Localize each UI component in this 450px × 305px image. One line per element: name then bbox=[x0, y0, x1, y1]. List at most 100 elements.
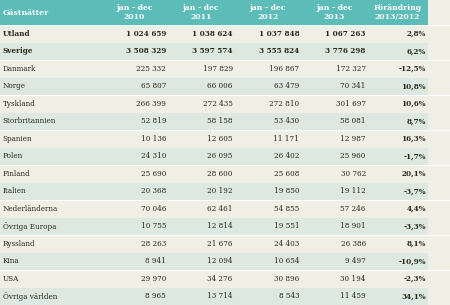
Text: 11 459: 11 459 bbox=[340, 292, 366, 300]
Bar bbox=[168, 113, 234, 130]
Text: Kina: Kina bbox=[3, 257, 19, 265]
Bar bbox=[101, 95, 168, 113]
Text: 10,6%: 10,6% bbox=[401, 100, 426, 108]
Text: 57 246: 57 246 bbox=[341, 205, 366, 213]
Text: 19 112: 19 112 bbox=[340, 187, 366, 195]
Bar bbox=[0, 0, 101, 25]
Text: 10,8%: 10,8% bbox=[401, 82, 426, 90]
Bar bbox=[101, 0, 168, 25]
Bar bbox=[368, 235, 428, 253]
Text: 1 067 263: 1 067 263 bbox=[325, 30, 366, 38]
Bar bbox=[0, 182, 101, 200]
Bar bbox=[0, 77, 101, 95]
Bar bbox=[168, 288, 234, 305]
Bar bbox=[234, 253, 301, 270]
Bar bbox=[101, 182, 168, 200]
Bar bbox=[368, 148, 428, 165]
Text: 8 965: 8 965 bbox=[145, 292, 166, 300]
Text: 12 605: 12 605 bbox=[207, 135, 233, 143]
Text: Polen: Polen bbox=[3, 152, 23, 160]
Bar bbox=[168, 235, 234, 253]
Bar bbox=[0, 148, 101, 165]
Text: 70 341: 70 341 bbox=[341, 82, 366, 90]
Bar bbox=[168, 217, 234, 235]
Bar bbox=[368, 270, 428, 288]
Text: Övriga Europa: Övriga Europa bbox=[3, 222, 56, 231]
Bar bbox=[101, 270, 168, 288]
Bar bbox=[234, 95, 301, 113]
Text: 1 038 624: 1 038 624 bbox=[192, 30, 233, 38]
Bar bbox=[368, 200, 428, 217]
Text: 62 461: 62 461 bbox=[207, 205, 233, 213]
Text: jan - dec
2010: jan - dec 2010 bbox=[116, 4, 153, 21]
Bar bbox=[368, 113, 428, 130]
Text: 8,1%: 8,1% bbox=[406, 240, 426, 248]
Bar bbox=[101, 288, 168, 305]
Text: 196 867: 196 867 bbox=[269, 65, 299, 73]
Text: 8,7%: 8,7% bbox=[406, 117, 426, 125]
Text: Storbritannien: Storbritannien bbox=[3, 117, 56, 125]
Bar bbox=[368, 95, 428, 113]
Text: 3 597 574: 3 597 574 bbox=[192, 47, 233, 55]
Text: 8 941: 8 941 bbox=[145, 257, 166, 265]
Text: 12 094: 12 094 bbox=[207, 257, 233, 265]
Text: Ryssland: Ryssland bbox=[3, 240, 35, 248]
Bar bbox=[101, 130, 168, 148]
Text: jan - dec
2013: jan - dec 2013 bbox=[316, 4, 353, 21]
Text: 301 697: 301 697 bbox=[336, 100, 366, 108]
Text: 70 046: 70 046 bbox=[141, 205, 166, 213]
Text: 20 368: 20 368 bbox=[141, 187, 166, 195]
Text: -3,7%: -3,7% bbox=[403, 187, 426, 195]
Text: 10 136: 10 136 bbox=[140, 135, 166, 143]
Bar bbox=[234, 42, 301, 60]
Text: 26 386: 26 386 bbox=[341, 240, 366, 248]
Bar bbox=[234, 0, 301, 25]
Bar bbox=[301, 130, 368, 148]
Text: Förändring
2013/2012: Förändring 2013/2012 bbox=[374, 4, 422, 21]
Text: 34,1%: 34,1% bbox=[401, 292, 426, 300]
Text: 34 276: 34 276 bbox=[207, 275, 233, 283]
Text: 1 024 659: 1 024 659 bbox=[126, 30, 166, 38]
Bar bbox=[168, 253, 234, 270]
Text: Finland: Finland bbox=[3, 170, 31, 178]
Bar bbox=[234, 113, 301, 130]
Text: 3 508 329: 3 508 329 bbox=[126, 47, 166, 55]
Bar bbox=[101, 165, 168, 182]
Text: 16,3%: 16,3% bbox=[401, 135, 426, 143]
Bar bbox=[101, 148, 168, 165]
Text: 266 399: 266 399 bbox=[136, 100, 166, 108]
Text: jan - dec
2011: jan - dec 2011 bbox=[183, 4, 220, 21]
Bar bbox=[168, 42, 234, 60]
Bar bbox=[301, 288, 368, 305]
Bar bbox=[234, 25, 301, 42]
Bar bbox=[368, 182, 428, 200]
Bar bbox=[301, 253, 368, 270]
Bar bbox=[101, 217, 168, 235]
Bar bbox=[0, 270, 101, 288]
Bar bbox=[168, 148, 234, 165]
Bar bbox=[301, 148, 368, 165]
Bar bbox=[0, 130, 450, 131]
Text: 54 855: 54 855 bbox=[274, 205, 299, 213]
Text: 26 402: 26 402 bbox=[274, 152, 299, 160]
Bar bbox=[0, 288, 101, 305]
Bar bbox=[0, 217, 101, 235]
Text: -10,9%: -10,9% bbox=[398, 257, 426, 265]
Text: 25 960: 25 960 bbox=[341, 152, 366, 160]
Text: Danmark: Danmark bbox=[3, 65, 36, 73]
Text: 29 970: 29 970 bbox=[141, 275, 166, 283]
Text: 28 263: 28 263 bbox=[141, 240, 166, 248]
Text: -3,3%: -3,3% bbox=[403, 222, 426, 230]
Bar bbox=[0, 95, 101, 113]
Bar bbox=[101, 60, 168, 77]
Bar bbox=[0, 95, 450, 96]
Bar bbox=[368, 130, 428, 148]
Text: 24 403: 24 403 bbox=[274, 240, 299, 248]
Bar bbox=[0, 235, 101, 253]
Text: Italien: Italien bbox=[3, 187, 26, 195]
Bar bbox=[368, 217, 428, 235]
Bar bbox=[301, 217, 368, 235]
Text: 19 850: 19 850 bbox=[274, 187, 299, 195]
Text: 26 095: 26 095 bbox=[207, 152, 233, 160]
Bar bbox=[234, 217, 301, 235]
